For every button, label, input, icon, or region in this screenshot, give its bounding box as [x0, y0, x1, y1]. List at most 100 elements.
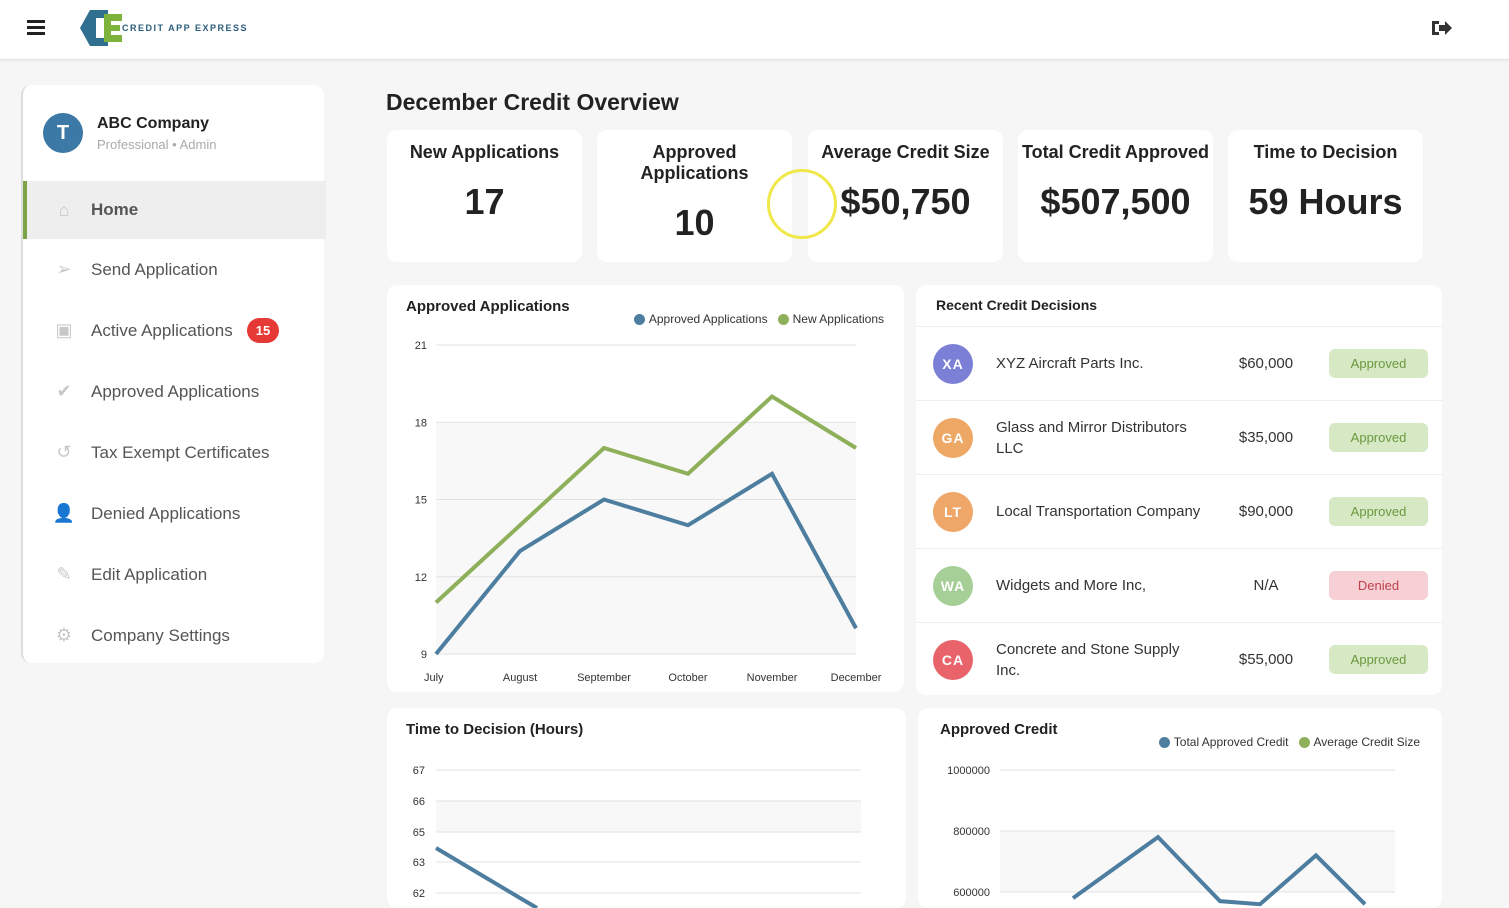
sidebar-item-company-settings[interactable]: ⚙ Company Settings — [23, 605, 326, 666]
company-name[interactable]: Glass and Mirror Distributors LLC — [996, 418, 1187, 457]
kpi-card: Approved Applications 10 — [597, 130, 792, 262]
company-name[interactable]: Concrete and Stone Supply Inc. — [996, 640, 1180, 679]
y-tick-label: 600000 — [953, 887, 990, 899]
kpi-value: $50,750 — [840, 181, 971, 222]
sidebar-item-tax-exempt-certificates[interactable]: ↺ Tax Exempt Certificates — [23, 422, 326, 483]
recent-decisions-panel: Recent Credit Decisions XA XYZ Aircraft … — [916, 285, 1442, 695]
legend-dot — [1298, 736, 1310, 748]
hamburger-icon[interactable] — [27, 20, 45, 36]
sidebar-item-label: Send Application — [91, 259, 218, 279]
legend-new[interactable]: New Applications — [792, 312, 884, 326]
credit-amount: $60,000 — [1238, 355, 1294, 372]
company-name[interactable]: Widgets and More Inc, — [996, 577, 1147, 594]
count-badge: 15 — [246, 318, 280, 343]
company-avatar: LT — [933, 491, 973, 532]
kpi-label: Average Credit Size — [821, 142, 990, 162]
x-tick-label: November — [747, 672, 798, 684]
chart-title: Time to Decision (Hours) — [406, 721, 584, 738]
decision-row[interactable]: XA XYZ Aircraft Parts Inc. $60,000 Appro… — [916, 326, 1442, 400]
status-badge: Approved — [1329, 497, 1428, 526]
credit-amount: $35,000 — [1238, 429, 1294, 446]
company-avatar: GA — [933, 417, 973, 458]
sidebar-item-label: Approved Applications — [91, 381, 260, 401]
paper-plane-icon: ➢ — [56, 259, 72, 279]
y-tick-label: 65 — [413, 827, 425, 839]
logout-icon[interactable] — [1430, 18, 1452, 38]
legend-average[interactable]: Average Credit Size — [1313, 735, 1421, 749]
chart-svg: 600000 800000 1000000 — [947, 765, 1395, 907]
top-header: CREDIT APP EXPRESS — [0, 0, 1509, 60]
company-name[interactable]: Local Transportation Company — [996, 503, 1201, 520]
chart-title: Approved Credit — [940, 721, 1058, 738]
plot-band — [436, 422, 856, 654]
decision-row[interactable]: WA Widgets and More Inc, N/A Denied — [916, 548, 1442, 622]
legend-dot — [633, 313, 645, 325]
sidebar-item-denied-applications[interactable]: 👤 Denied Applications — [23, 483, 326, 544]
kpi-label: New Applications — [409, 142, 560, 162]
sidebar-item-label: Denied Applications — [91, 503, 241, 523]
company-name: ABC Company — [97, 114, 210, 132]
decision-row[interactable]: LT Local Transportation Company $90,000 … — [916, 474, 1442, 548]
page-title: December Credit Overview — [386, 89, 679, 115]
legend-approved[interactable]: Approved Applications — [648, 312, 768, 326]
y-tick-label: 18 — [415, 417, 427, 429]
y-tick-label: 67 — [413, 765, 425, 777]
sidebar-item-label: Edit Application — [91, 564, 208, 584]
company-name[interactable]: XYZ Aircraft Parts Inc. — [996, 355, 1144, 372]
y-tick-label: 9 — [421, 649, 427, 661]
y-tick-label: 12 — [415, 572, 427, 584]
sidebar: T ABC Company Professional • Admin ⌂ Home ➢… — [21, 85, 326, 666]
x-tick-label: July — [424, 672, 444, 684]
user-profile[interactable]: T ABC Company Professional • Admin — [43, 113, 216, 153]
sidebar-item-active-applications[interactable]: ▣ Active Applications 15 — [23, 300, 326, 361]
history-icon: ↺ — [56, 442, 72, 462]
status-badge: Approved — [1329, 423, 1428, 452]
kpi-value: 10 — [674, 202, 715, 243]
company-avatar: XA — [933, 343, 973, 384]
logo[interactable]: CREDIT APP EXPRESS — [78, 8, 248, 48]
y-tick-label: 1000000 — [947, 765, 990, 777]
sidebar-item-send-application[interactable]: ➢ Send Application — [23, 239, 326, 300]
kpi-card: Time to Decision 59 Hours — [1228, 130, 1423, 262]
legend-total[interactable]: Total Approved Credit — [1173, 735, 1289, 749]
sidebar-item-label: Active Applications — [91, 320, 233, 340]
status-badge: Denied — [1329, 571, 1428, 600]
chart-legend: Approved Applications New Applications — [624, 312, 884, 326]
panel-title: Recent Credit Decisions — [936, 297, 1098, 313]
gear-icon: ⚙ — [55, 625, 73, 645]
approved-credit-chart: Approved Credit Total Approved Credit Av… — [918, 708, 1442, 908]
x-tick-label: December — [831, 672, 882, 684]
series-line-new-applications — [434, 394, 858, 604]
sidebar-item-approved-applications[interactable]: ✔ Approved Applications — [23, 361, 326, 422]
y-tick-label: 800000 — [953, 826, 990, 838]
credit-amount: $55,000 — [1238, 651, 1294, 668]
credit-amount: $90,000 — [1238, 503, 1294, 520]
decision-row[interactable]: CA Concrete and Stone Supply Inc. $55,00… — [916, 622, 1442, 696]
plot-band — [436, 801, 861, 832]
sidebar-item-home[interactable]: ⌂ Home — [23, 181, 326, 239]
approved-applications-chart: Approved Applications Approved Applicati… — [387, 285, 904, 692]
plot-band — [1000, 831, 1395, 892]
status-badge: Approved — [1329, 349, 1428, 378]
user-times-icon: 👤 — [52, 503, 76, 523]
x-tick-label: October — [668, 672, 707, 684]
kpi-card: New Applications 17 — [387, 130, 582, 262]
sidebar-nav: ⌂ Home ➢ Send Application ▣ Active Applicatio… — [23, 181, 326, 666]
sidebar-item-label: Company Settings — [91, 625, 230, 645]
company-avatar: CA — [933, 639, 973, 680]
chart-legend: Total Approved Credit Average Credit Siz… — [1149, 735, 1420, 749]
y-tick-label: 21 — [415, 340, 427, 352]
company-avatar: WA — [933, 565, 973, 606]
calendar-check-icon: ▣ — [55, 320, 73, 340]
legend-dot — [1158, 736, 1170, 748]
series-line — [434, 846, 539, 908]
legend-dot — [777, 313, 789, 325]
kpi-label: Approved Applications — [640, 142, 749, 183]
y-tick-label: 63 — [413, 857, 425, 869]
kpi-value: 59 Hours — [1248, 181, 1403, 222]
kpi-label: Time to Decision — [1253, 142, 1398, 162]
decision-row[interactable]: GA Glass and Mirror Distributors LLC $35… — [916, 400, 1442, 474]
sidebar-item-edit-application[interactable]: ✎ Edit Application — [23, 544, 326, 605]
y-tick-label: 62 — [413, 888, 425, 900]
chart-svg: 62 63 65 66 67 — [413, 765, 861, 908]
